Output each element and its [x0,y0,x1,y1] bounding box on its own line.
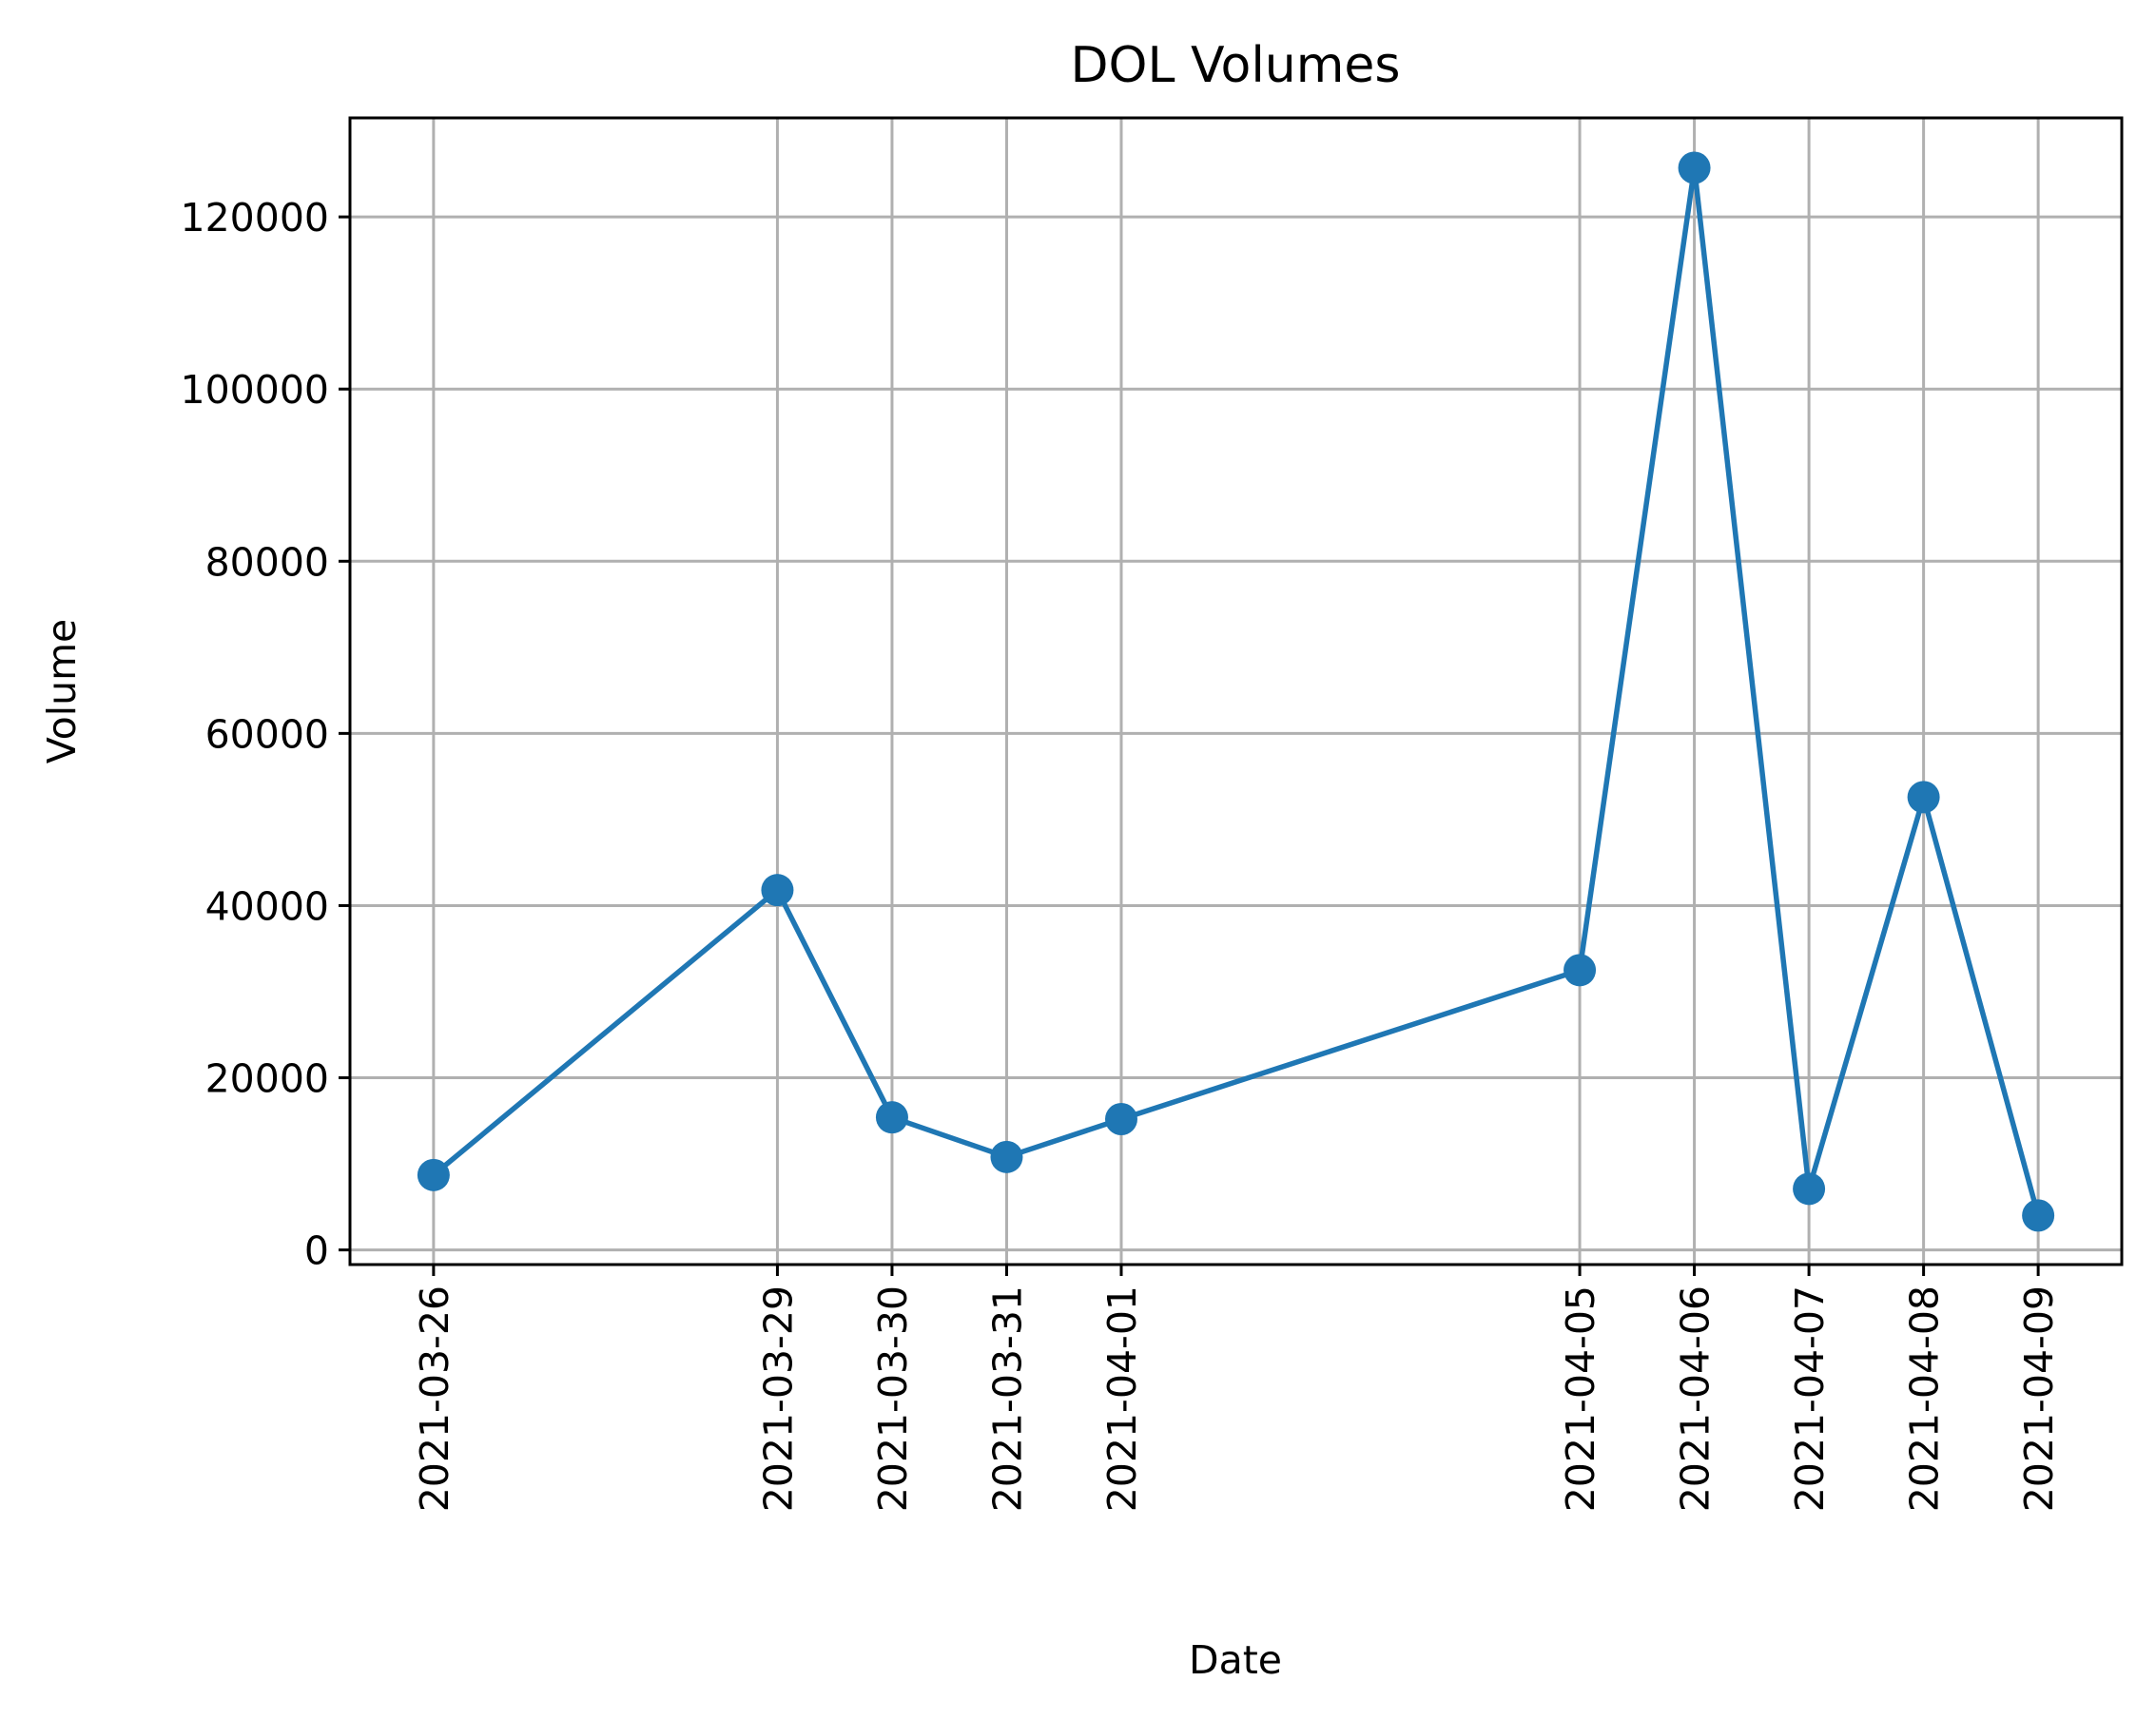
y-tick-label: 100000 [180,367,329,413]
x-axis-label: Date [1189,1637,1282,1683]
x-tick-label: 2021-04-01 [1099,1285,1145,1512]
x-tick-label: 2021-03-26 [412,1285,457,1512]
data-point-marker [875,1101,908,1134]
y-tick-label: 120000 [180,195,329,241]
data-point-marker [1793,1172,1826,1206]
data-point-marker [1104,1102,1137,1135]
x-tick-label: 2021-03-31 [984,1285,1030,1512]
y-tick-label: 0 [304,1228,329,1274]
y-tick-label: 60000 [205,711,329,757]
plot-area-frame [348,116,2124,1266]
x-tick-label: 2021-03-30 [870,1285,916,1512]
x-tick-label: 2021-04-06 [1673,1285,1719,1512]
series-line [431,164,2041,1219]
x-tick-label: 2021-04-07 [1787,1285,1833,1512]
y-axis-label: Volume [39,619,85,764]
y-tick-label: 80000 [205,539,329,585]
y-tick-label: 20000 [205,1056,329,1102]
data-point-marker [990,1140,1023,1173]
data-point-marker [1564,954,1597,987]
y-tick-label: 40000 [205,883,329,929]
chart-title: DOL Volumes [1071,37,1401,94]
data-point-marker [1678,151,1711,184]
data-point-marker [761,874,794,907]
x-tick-label: 2021-04-09 [2016,1285,2062,1512]
x-tick-label: 2021-03-29 [755,1285,801,1512]
data-point-marker [2022,1199,2055,1232]
data-point-marker [1907,781,1940,814]
x-tick-label: 2021-04-05 [1558,1285,1603,1512]
x-tick-label: 2021-04-08 [1902,1285,1948,1512]
grid [350,118,2122,1265]
axis-ticks: 0 20000 40000 60000 80000 100000 120000 2021-03… [180,195,2062,1512]
data-series [417,151,2055,1232]
data-point-marker [417,1158,450,1191]
